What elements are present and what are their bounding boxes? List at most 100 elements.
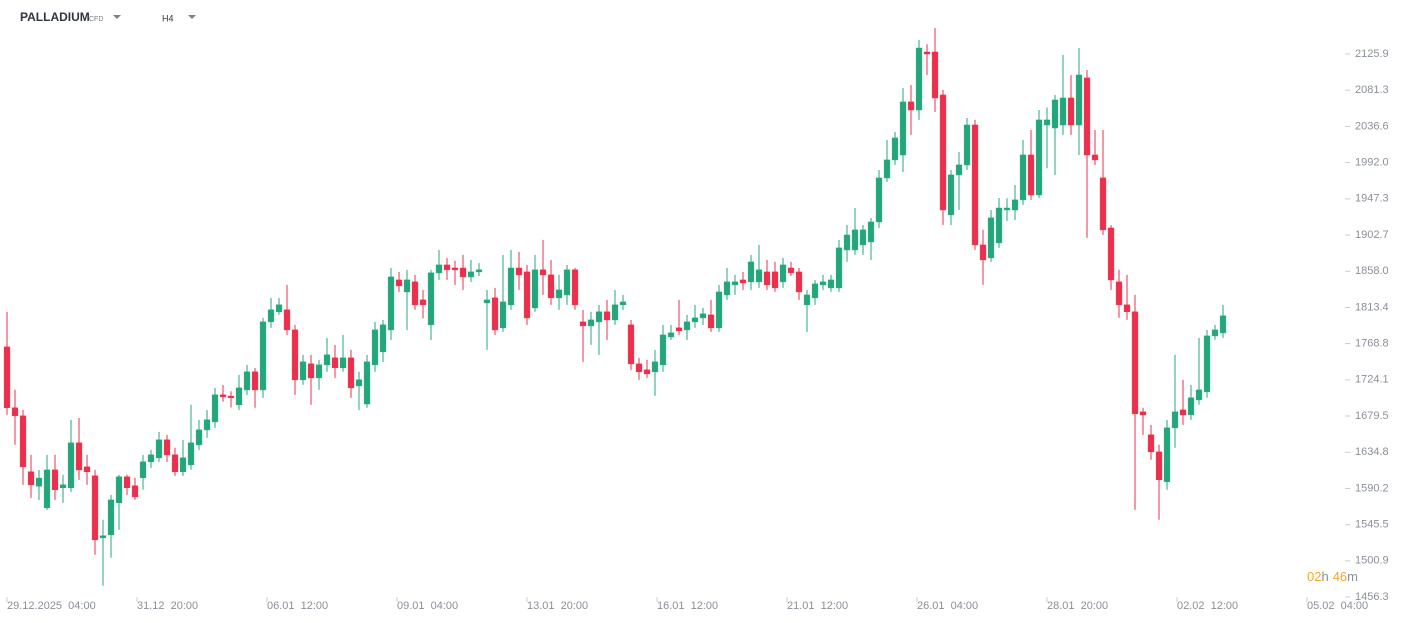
- candle-body: [123, 476, 131, 489]
- instrument-type[interactable]: CFD: [89, 16, 103, 23]
- candle-body: [1091, 154, 1099, 161]
- candle-body: [187, 442, 195, 466]
- candle-body: [1203, 335, 1211, 393]
- candle-body: [219, 394, 227, 398]
- candle-body: [603, 311, 611, 321]
- candle-body: [171, 454, 179, 473]
- candle-body: [987, 217, 995, 259]
- candle-body: [875, 177, 883, 223]
- candle-body: [523, 271, 531, 319]
- y-tick-label: 1590.2: [1355, 482, 1389, 494]
- candle-body: [1187, 397, 1195, 416]
- candle-body: [851, 229, 859, 251]
- candle-body: [1027, 154, 1035, 196]
- x-tick-label: 21.01 12:00: [787, 600, 848, 612]
- candle-body: [259, 321, 267, 391]
- y-tick-label: 1724.1: [1355, 374, 1389, 386]
- candle-body: [51, 469, 59, 491]
- candle-body: [155, 439, 163, 459]
- candle-body: [459, 267, 467, 278]
- candle-body: [691, 317, 699, 323]
- candle-body: [1219, 315, 1227, 334]
- timeframe[interactable]: H4: [162, 13, 174, 23]
- y-tick-label: 1500.9: [1355, 555, 1389, 567]
- instrument-name[interactable]: PALLADIUM: [20, 10, 90, 24]
- candle-body: [1115, 281, 1123, 306]
- candle-body: [491, 297, 499, 331]
- candle-body: [803, 294, 811, 306]
- candle-body: [651, 361, 659, 373]
- candle-body: [939, 94, 947, 211]
- candle-body: [771, 271, 779, 289]
- candle-body: [907, 101, 915, 111]
- timeframe-selector[interactable]: H4: [162, 13, 196, 23]
- candle-body: [515, 267, 523, 276]
- candle-body: [299, 361, 307, 381]
- y-tick-label: 1634.8: [1355, 446, 1389, 458]
- candle-body: [723, 281, 731, 296]
- dropdown-arrow[interactable]: [188, 15, 196, 19]
- candle-body: [995, 207, 1003, 244]
- candle-body: [1035, 119, 1043, 196]
- candle-body: [683, 321, 691, 331]
- candle-body: [3, 346, 11, 409]
- candle-body: [91, 475, 99, 541]
- candle-body: [947, 174, 955, 216]
- candle-body: [387, 276, 395, 331]
- candle-body: [371, 329, 379, 366]
- candle-body: [587, 319, 595, 327]
- candle-body: [363, 361, 371, 405]
- candle-body: [1003, 207, 1011, 211]
- candle-body: [963, 124, 971, 166]
- candle-body: [75, 442, 83, 471]
- candle-body: [163, 439, 171, 456]
- candle-body: [1147, 434, 1155, 453]
- y-tick-label: 1902.7: [1355, 229, 1389, 241]
- instrument-selector[interactable]: PALLADIUM CFD: [20, 10, 121, 24]
- candle-body: [1171, 411, 1179, 429]
- candle-body: [267, 309, 275, 323]
- candle-body: [203, 419, 211, 431]
- candle-body: [699, 313, 707, 319]
- candle-body: [147, 454, 155, 463]
- candle-body: [835, 247, 843, 289]
- y-tick-label: 1456.3: [1355, 591, 1389, 603]
- candle-body: [59, 484, 67, 489]
- candle-body: [1083, 77, 1091, 156]
- candle-body: [179, 457, 187, 473]
- y-tick-label: 2036.6: [1355, 120, 1389, 132]
- candle-body: [979, 244, 987, 261]
- candle-body: [19, 415, 27, 468]
- candle-body: [547, 274, 555, 299]
- candle-body: [1179, 409, 1187, 416]
- candle-body: [35, 477, 43, 487]
- candle-body: [283, 309, 291, 331]
- candle-body: [131, 485, 139, 498]
- candle-body: [611, 304, 619, 321]
- candle-body: [755, 269, 763, 283]
- x-tick-label: 26.01 04:00: [917, 600, 978, 612]
- candle-body: [955, 164, 963, 176]
- candle-body: [83, 466, 91, 473]
- candle-body: [1155, 451, 1163, 481]
- candle-body: [43, 469, 51, 509]
- candle-body: [1067, 97, 1075, 126]
- candle-body: [355, 379, 363, 387]
- countdown: 02h 46m: [1307, 569, 1358, 584]
- candle-body: [883, 159, 891, 179]
- x-tick-label: 13.01 20:00: [527, 600, 588, 612]
- y-tick-label: 1992.0: [1355, 156, 1389, 168]
- countdown-unit: h: [1321, 569, 1328, 584]
- candle-body: [67, 442, 75, 489]
- candle-body: [307, 363, 315, 379]
- dropdown-arrow[interactable]: [113, 15, 121, 19]
- candle-body: [115, 476, 123, 504]
- countdown-minutes: 46: [1333, 569, 1347, 584]
- y-tick-label: 2081.3: [1355, 84, 1389, 96]
- candle-body: [539, 269, 547, 276]
- candle-body: [555, 289, 563, 299]
- y-tick-label: 1768.8: [1355, 337, 1389, 349]
- candle-body: [419, 299, 427, 306]
- candle-body: [435, 264, 443, 274]
